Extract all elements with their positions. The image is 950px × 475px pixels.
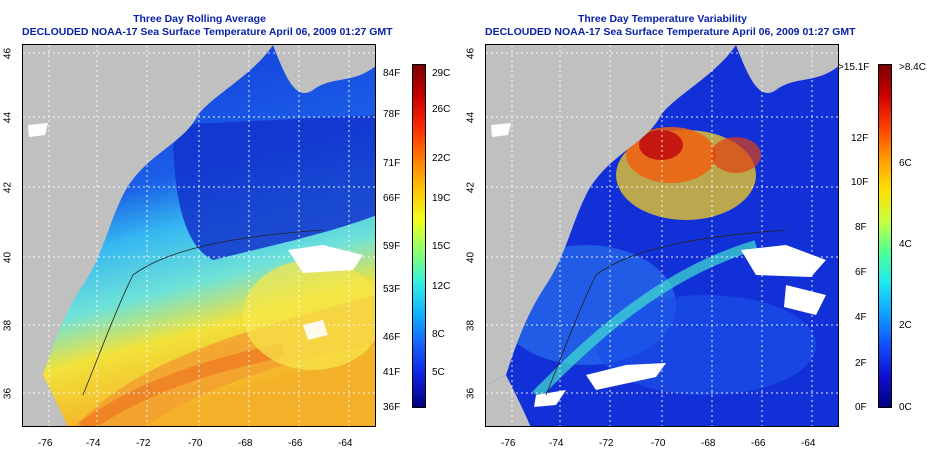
left-lat-44: 44	[2, 111, 14, 124]
left-cb-f-0: 84F	[383, 68, 401, 79]
right-cb-f-6: 2F	[855, 358, 867, 369]
right-lon-72: -72	[599, 438, 614, 449]
left-cb-f-4: 59F	[383, 241, 401, 252]
left-lon-76: -76	[38, 438, 53, 449]
right-cb-c-4: 0C	[899, 402, 912, 413]
right-lat-46: 46	[465, 47, 477, 60]
right-title-line2: DECLOUDED NOAA-17 Sea Surface Temperatur…	[485, 26, 856, 38]
left-cb-f-7: 41F	[383, 367, 401, 378]
left-cb-c-1: 26C	[432, 104, 451, 115]
right-lat-38: 38	[465, 319, 477, 332]
left-cb-c-6: 8C	[432, 329, 445, 340]
left-cb-f-3: 66F	[383, 193, 401, 204]
right-cb-f-5: 4F	[855, 312, 867, 323]
left-lon-72: -72	[136, 438, 151, 449]
right-cb-f-4: 6F	[855, 267, 867, 278]
right-lat-44: 44	[465, 111, 477, 124]
right-variability-map	[485, 44, 839, 427]
right-lat-42: 42	[465, 181, 477, 194]
right-lon-66: -66	[751, 438, 766, 449]
left-lat-38: 38	[2, 319, 14, 332]
left-lon-66: -66	[288, 438, 303, 449]
right-map-graphic	[486, 45, 838, 426]
right-lon-68: -68	[701, 438, 716, 449]
right-cb-f-0: >15.1F	[838, 62, 870, 73]
right-colorbar	[878, 64, 892, 408]
left-cb-c-4: 15C	[432, 241, 451, 252]
left-lat-42: 42	[2, 181, 14, 194]
right-lat-40: 40	[465, 251, 477, 264]
right-cb-c-1: 6C	[899, 158, 912, 169]
right-cb-f-1: 12F	[851, 133, 869, 144]
left-lon-74: -74	[86, 438, 101, 449]
left-cb-f-8: 36F	[383, 402, 401, 413]
left-colorbar	[412, 64, 426, 408]
left-map-graphic	[23, 45, 375, 426]
left-lon-68: -68	[238, 438, 253, 449]
right-title-line1: Three Day Temperature Variability	[577, 13, 748, 25]
left-title-line1: Three Day Rolling Average	[133, 13, 266, 25]
right-lon-76: -76	[501, 438, 516, 449]
left-cb-c-0: 29C	[432, 68, 451, 79]
left-cb-f-1: 78F	[383, 109, 401, 120]
right-cb-f-7: 0F	[855, 402, 867, 413]
right-cb-c-0: >8.4C	[899, 62, 926, 73]
right-lon-64: -64	[801, 438, 816, 449]
left-cb-f-5: 53F	[383, 284, 401, 295]
left-cb-f-6: 46F	[383, 332, 401, 343]
right-cb-c-2: 4C	[899, 239, 912, 250]
left-cb-c-5: 12C	[432, 281, 451, 292]
right-cb-f-3: 8F	[855, 222, 867, 233]
left-cb-c-3: 19C	[432, 193, 451, 204]
left-cb-f-2: 71F	[383, 158, 401, 169]
left-lon-70: -70	[188, 438, 203, 449]
right-lat-36: 36	[465, 387, 477, 400]
left-cb-c-2: 22C	[432, 153, 451, 164]
left-sst-map	[22, 44, 376, 427]
left-lon-64: -64	[338, 438, 353, 449]
left-cb-c-7: 5C	[432, 367, 445, 378]
left-lat-46: 46	[2, 47, 14, 60]
right-cb-c-3: 2C	[899, 320, 912, 331]
left-lat-36: 36	[2, 387, 14, 400]
right-lon-74: -74	[549, 438, 564, 449]
right-cb-f-2: 10F	[851, 177, 869, 188]
left-lat-40: 40	[2, 251, 14, 264]
left-title-line2: DECLOUDED NOAA-17 Sea Surface Temperatur…	[22, 26, 393, 38]
right-lon-70: -70	[651, 438, 666, 449]
